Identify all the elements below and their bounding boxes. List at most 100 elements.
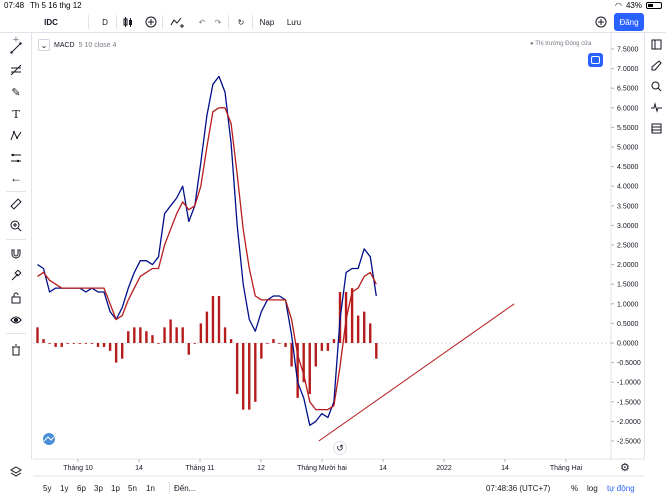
forecast-icon[interactable] [7, 151, 25, 165]
battery-icon [646, 2, 662, 9]
brush-icon[interactable]: ✎ [11, 86, 21, 99]
right-toolbar [644, 33, 666, 459]
range-1m[interactable]: 1p [111, 483, 120, 493]
text-icon[interactable]: T [12, 107, 20, 121]
fib-icon[interactable] [7, 63, 25, 77]
back-arrow-icon[interactable]: ← [10, 171, 22, 185]
tv-logo-icon [40, 432, 58, 445]
eye-icon[interactable] [7, 313, 25, 327]
symbol-search[interactable]: IDC [44, 17, 58, 27]
histogram-bar [133, 327, 136, 343]
alerts-icon[interactable] [649, 58, 663, 72]
y-tick-label: 7.0000 [617, 66, 639, 73]
calendar-icon[interactable] [649, 121, 663, 135]
histogram-bar [211, 295, 215, 343]
extended-hours-icon[interactable] [588, 53, 603, 67]
histogram-bar [163, 327, 166, 343]
y-tick-label: 4.0000 [617, 184, 639, 191]
pulse-icon[interactable] [649, 100, 663, 114]
indicators-icon[interactable] [170, 11, 186, 33]
histogram-bar [290, 343, 293, 367]
histogram-bar [84, 343, 88, 344]
y-tick-label: 6.5000 [617, 86, 639, 93]
pattern-icon[interactable] [7, 129, 25, 143]
histogram-bar [145, 331, 148, 343]
goto-date-button[interactable]: Đến... [174, 483, 196, 493]
lock-icon[interactable] [7, 291, 25, 305]
y-tick-label: 2.5000 [617, 243, 639, 250]
collapse-legend-icon[interactable]: ⌄ [38, 39, 50, 51]
magnet-icon[interactable] [7, 247, 25, 261]
histogram-bar [320, 343, 324, 351]
histogram-bar [48, 343, 51, 344]
candle-type-icon[interactable] [121, 11, 135, 33]
range-3m[interactable]: 3p [94, 483, 103, 493]
histogram-bar [139, 327, 142, 343]
x-tick-label: Tháng Hai [550, 465, 583, 472]
reset-chart-icon[interactable]: ↺ [333, 441, 347, 455]
range-1y[interactable]: 1y [60, 483, 69, 493]
histogram-bar [78, 343, 82, 344]
market-status-text: Thị trường Đóng cửa [535, 41, 592, 47]
histogram-bar [375, 343, 378, 359]
histogram-bar [266, 343, 269, 344]
stay-drawing-icon[interactable] [7, 269, 25, 283]
refresh-icon[interactable]: ↻ [237, 17, 245, 27]
histogram-bar [217, 295, 221, 343]
x-tick-label: 14 [135, 465, 143, 472]
log-toggle[interactable]: log [587, 483, 598, 493]
histogram-bar [102, 343, 106, 347]
histogram-bar [157, 343, 160, 344]
histogram-bar [151, 335, 154, 343]
add-indicator-icon[interactable] [144, 11, 158, 33]
percent-toggle[interactable]: % [571, 483, 579, 493]
x-tick-label: 14 [379, 465, 387, 472]
range-6m[interactable]: 6p [77, 483, 86, 493]
y-tick-label: 4.5000 [617, 164, 639, 171]
x-tick-label: 12 [257, 465, 265, 472]
trendline-group [318, 303, 515, 442]
x-tick-label: Tháng Mười hai [297, 465, 347, 472]
histogram-bar [36, 327, 39, 343]
settings-gear-icon[interactable]: ⚙ [620, 462, 630, 474]
range-1d[interactable]: 1n [146, 483, 155, 493]
add-icon[interactable] [594, 11, 608, 33]
y-tick-label: 2.0000 [617, 262, 639, 269]
macd-line [37, 75, 377, 426]
range-5y[interactable]: 5y [43, 483, 52, 493]
bottom-bar: 5y 1y 6p 3p 1p 5n 1n Đến... 07:48:36 (UT… [33, 477, 666, 499]
panel-back-icon[interactable]: ← [649, 123, 660, 135]
layers-icon[interactable] [7, 465, 25, 479]
status-bar: 07:48 Th 5 16 thg 12 ◠ 43% [0, 0, 666, 11]
y-tick-label: -2.0000 [617, 419, 641, 426]
crosshair-icon[interactable]: + [12, 34, 20, 46]
ruler-icon[interactable] [7, 197, 25, 211]
undo-icon[interactable]: ↶ [198, 17, 206, 27]
y-tick-label: 0.5000 [617, 321, 639, 328]
redo-icon[interactable]: ↷ [214, 17, 222, 27]
interval-button[interactable]: D [102, 17, 108, 27]
range-5d[interactable]: 5n [128, 483, 137, 493]
y-tick-label: 0.0000 [617, 341, 639, 348]
y-tick-label: -0.5000 [617, 360, 641, 367]
search-icon[interactable] [649, 79, 663, 93]
indicator-name[interactable]: MACD [54, 41, 75, 49]
clock[interactable]: 07:48:36 (UTC+7) [486, 483, 551, 493]
y-tick-label: 6.0000 [617, 105, 639, 112]
status-right: ◠ 43% [615, 0, 662, 11]
histogram-bar [90, 343, 94, 344]
histogram-bar [369, 323, 372, 343]
trend-line-icon[interactable] [7, 41, 25, 55]
histogram-bar [332, 339, 336, 343]
zoom-in-icon[interactable] [7, 219, 25, 233]
save-layout-button[interactable]: Lưu [286, 17, 302, 27]
watchlist-icon[interactable] [649, 37, 663, 51]
price-axis: 7.5000 7.0000 6.5000 6.0000 5.5000 5.0000 4.50… [611, 47, 641, 446]
trash-icon[interactable] [7, 343, 25, 357]
wifi-icon: ◠ [615, 1, 622, 10]
bottom-separator [169, 482, 170, 494]
publish-button[interactable]: Đăng [614, 13, 644, 31]
auto-toggle[interactable]: tự động [607, 483, 635, 493]
load-layout-button[interactable]: Nạp [259, 17, 275, 27]
histogram-bar [54, 343, 57, 347]
